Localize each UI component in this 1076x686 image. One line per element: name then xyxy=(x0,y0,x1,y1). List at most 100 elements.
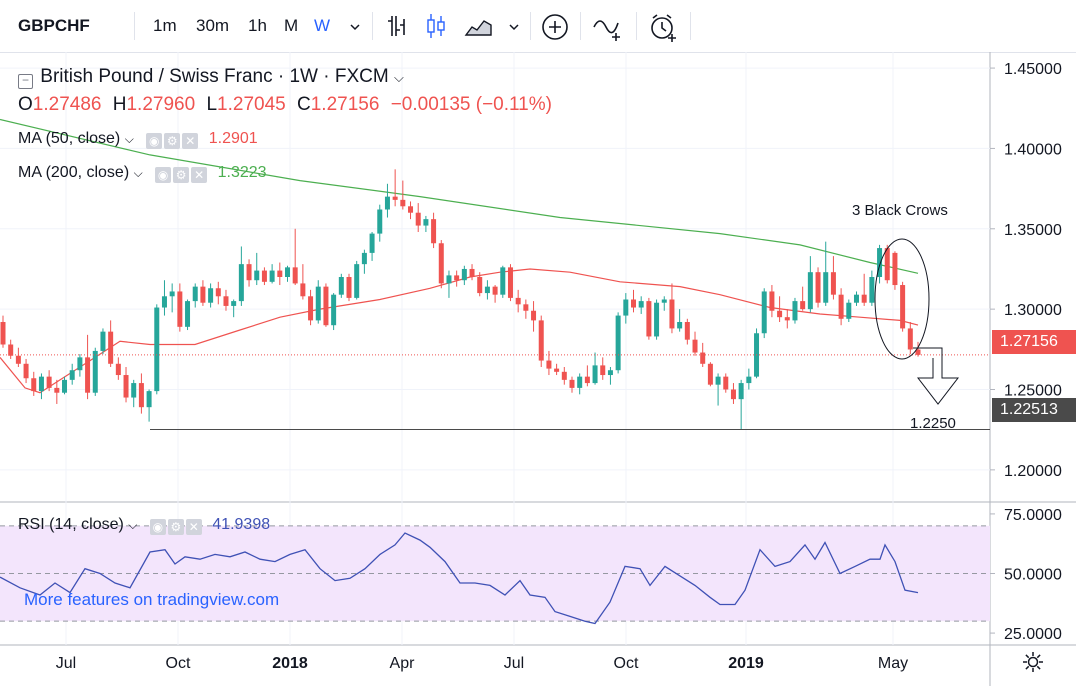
last-price-tag: 1.27156 xyxy=(992,330,1076,354)
time-tick-label: 2019 xyxy=(728,655,764,672)
close-icon[interactable]: ✕ xyxy=(182,133,199,149)
ma50-label[interactable]: MA (50, close) xyxy=(18,130,121,147)
bar-style-icon[interactable] xyxy=(385,13,409,39)
candle-body xyxy=(784,317,790,321)
candle-body xyxy=(569,379,575,388)
candle-body xyxy=(900,285,906,329)
chevron-down-icon[interactable]: ⌵ xyxy=(133,166,143,180)
interval-week[interactable]: W xyxy=(314,16,331,35)
add-symbol-icon[interactable] xyxy=(540,12,570,42)
candle-body xyxy=(192,286,198,302)
chevron-down-icon[interactable]: ⌵ xyxy=(124,132,134,146)
time-tick-label: Oct xyxy=(614,655,639,672)
candle-body xyxy=(584,376,590,384)
rsi-tick-label: 75.0000 xyxy=(1004,507,1062,524)
candle-body xyxy=(892,252,898,286)
candle-body xyxy=(8,344,14,356)
chevron-down-icon[interactable] xyxy=(348,20,362,34)
candle-body xyxy=(692,339,698,353)
candle-body xyxy=(200,286,206,303)
candle-body xyxy=(300,283,306,297)
interval-1m[interactable]: 1m xyxy=(153,16,177,35)
eye-icon[interactable]: ◉ xyxy=(155,167,172,183)
low-label: L xyxy=(206,94,218,115)
divider xyxy=(580,12,581,40)
area-style-icon[interactable] xyxy=(464,13,494,39)
change-value: −0.00135 (−0.11%) xyxy=(390,94,552,115)
candle-body xyxy=(115,363,121,376)
candle-body xyxy=(431,219,437,244)
eye-icon[interactable]: ◉ xyxy=(146,133,163,149)
rsi-label[interactable]: RSI (14, close) xyxy=(18,516,124,533)
alert-icon[interactable] xyxy=(647,12,679,42)
indicators-icon[interactable] xyxy=(592,13,626,41)
tradingview-watermark-link[interactable]: More features on tradingview.com xyxy=(24,590,280,609)
candle-body xyxy=(400,199,406,207)
rsi-tick-label: 25.0000 xyxy=(1004,626,1062,643)
gear-icon[interactable] xyxy=(1022,651,1044,673)
candle-body xyxy=(523,304,529,311)
close-icon[interactable]: ✕ xyxy=(191,167,208,183)
candle-body xyxy=(877,248,883,277)
divider xyxy=(530,12,531,40)
candle-body xyxy=(792,301,798,321)
gear-icon[interactable]: ⚙ xyxy=(173,167,190,183)
chevron-down-icon[interactable] xyxy=(507,20,521,34)
collapse-icon[interactable]: − xyxy=(18,74,33,89)
candle-body xyxy=(915,349,921,355)
time-tick-label: Oct xyxy=(166,655,191,672)
candle-body xyxy=(438,243,444,284)
candle-style-icon[interactable] xyxy=(424,12,448,40)
ma200-line xyxy=(0,118,919,274)
candle-body xyxy=(507,267,513,298)
candle-body xyxy=(85,357,91,393)
candle-body xyxy=(484,286,490,294)
candle-body xyxy=(700,352,706,364)
candle-body xyxy=(377,209,383,234)
high-label: H xyxy=(112,94,127,115)
candle-body xyxy=(654,302,660,337)
ma200-label[interactable]: MA (200, close) xyxy=(18,164,130,181)
interval-30m[interactable]: 30m xyxy=(196,16,230,35)
gear-icon[interactable]: ⚙ xyxy=(167,519,184,535)
candle-body xyxy=(907,328,913,350)
interval-month[interactable]: M xyxy=(284,16,299,35)
axes: 1.45000 1.40000 1.35000 1.30000 1.25000 1.200… xyxy=(56,61,1062,672)
candle-body xyxy=(761,291,767,334)
divider xyxy=(372,12,373,40)
candle-body xyxy=(338,277,344,295)
candle-body xyxy=(623,299,629,316)
candle-body xyxy=(223,296,229,306)
candle-body xyxy=(177,291,183,327)
rsi-legend: RSI (14, close) ⌵ ◉ ⚙ ✕ 41.9398 xyxy=(18,516,270,535)
chevron-down-icon[interactable]: ⌵ xyxy=(128,518,138,532)
ma200-legend: MA (200, close) ⌵ ◉ ⚙ ✕ 1.3223 xyxy=(18,164,267,183)
gear-icon[interactable]: ⚙ xyxy=(164,133,181,149)
eye-icon[interactable]: ◉ xyxy=(149,519,166,535)
interval-1h[interactable]: 1h xyxy=(248,16,267,35)
candle-body xyxy=(738,383,744,400)
candle-body xyxy=(138,383,144,408)
reference-lines xyxy=(0,354,990,430)
time-tick-label: Jul xyxy=(504,655,524,672)
chevron-down-icon[interactable]: ⌵ xyxy=(393,70,404,85)
candle-body xyxy=(607,370,613,376)
candle-body xyxy=(638,301,644,308)
close-icon[interactable]: ✕ xyxy=(185,519,202,535)
pattern-ellipse xyxy=(874,238,930,360)
candle-body xyxy=(54,387,60,393)
candle-body xyxy=(123,375,129,398)
symbol-search[interactable]: GBPCHF xyxy=(18,16,90,35)
candle-body xyxy=(238,264,244,302)
candle-body xyxy=(615,315,621,371)
candle-body xyxy=(477,277,483,294)
open-value: 1.27486 xyxy=(32,94,102,115)
candle-body xyxy=(38,376,44,392)
candle-body xyxy=(823,272,829,303)
time-tick-label: May xyxy=(878,655,908,672)
legend-title[interactable]: British Pound / Swiss Franc · 1W · FXCM xyxy=(40,66,389,87)
rsi-line xyxy=(0,532,919,625)
candle-body xyxy=(384,196,390,210)
candle-body xyxy=(408,206,414,213)
